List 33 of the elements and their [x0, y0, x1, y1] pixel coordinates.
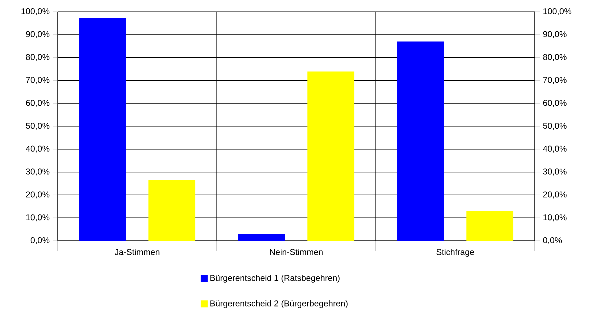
- y2-tick-label: 70,0%: [543, 77, 567, 84]
- bar: [397, 42, 444, 241]
- y-tick-label: 80,0%: [26, 54, 50, 62]
- x-tick-label: Ja-Stimmen: [114, 249, 160, 256]
- legend-label: Bürgerentscheid 1 (Ratsbegehren): [210, 274, 340, 283]
- y2-tick-label: 90,0%: [543, 31, 567, 38]
- y-tick-label: 100,0%: [22, 8, 50, 16]
- y-tick-label: 30,0%: [26, 168, 50, 176]
- bar: [308, 72, 355, 241]
- legend-label: Bürgerentscheid 2 (Bürgerbegehren): [210, 300, 348, 308]
- y-tick-label: 40,0%: [26, 146, 50, 153]
- x-tick-label: Nein-Stimmen: [270, 249, 323, 256]
- bar: [79, 18, 126, 241]
- y-tick-label: 20,0%: [26, 192, 50, 199]
- y2-tick-label: 0,0%: [543, 237, 562, 245]
- y2-tick-label: 60,0%: [543, 100, 567, 108]
- y2-tick-label: 40,0%: [543, 146, 567, 153]
- y2-tick-label: 80,0%: [543, 54, 567, 62]
- y2-tick-label: 50,0%: [543, 122, 567, 130]
- y-tick-label: 60,0%: [26, 100, 50, 108]
- bar: [466, 211, 514, 241]
- y2-tick-label: 100,0%: [544, 8, 572, 16]
- bar: [148, 180, 196, 241]
- y-tick-label: 90,0%: [26, 31, 50, 38]
- y2-tick-label: 10,0%: [544, 214, 567, 222]
- y-tick-label: 50,0%: [26, 122, 50, 130]
- x-tick-label: Stichfrage: [436, 249, 474, 257]
- y2-tick-label: 30,0%: [543, 168, 567, 176]
- y-tick-label: 70,0%: [26, 77, 50, 84]
- bar: [238, 234, 286, 241]
- y-tick-label: 10,0%: [26, 214, 50, 222]
- y2-tick-label: 20,0%: [543, 192, 567, 199]
- y-tick-label: 0,0%: [30, 237, 50, 245]
